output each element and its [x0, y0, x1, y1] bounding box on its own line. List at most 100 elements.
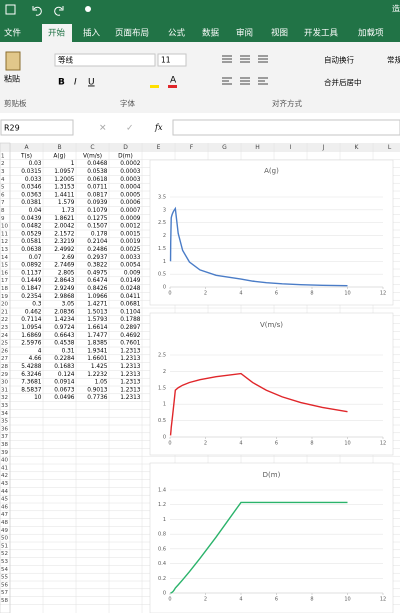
- ribbon-tab[interactable]: 文件: [4, 28, 22, 39]
- y-tick-label: 1.5: [158, 246, 166, 252]
- x-tick-label: 10: [344, 291, 350, 297]
- row-number: 47: [1, 512, 8, 518]
- ribbon-tab[interactable]: 视图: [271, 28, 288, 39]
- row-number: 39: [1, 450, 8, 456]
- font-size-box[interactable]: [157, 53, 187, 67]
- cell: 1.3153: [54, 185, 75, 191]
- cell: A(g): [53, 153, 65, 159]
- cell: 0.0892: [21, 263, 42, 269]
- row-number: 6: [1, 192, 5, 198]
- row-number: 9: [1, 216, 5, 222]
- x-tick-label: 2: [204, 291, 207, 297]
- x-tick-label: 4: [239, 441, 242, 447]
- row-number: 31: [1, 387, 8, 393]
- row-number: 46: [1, 504, 8, 510]
- cell: 2.9249: [54, 286, 75, 292]
- ribbon-tab[interactable]: 数据: [202, 28, 220, 39]
- cell: 5.4288: [21, 364, 42, 370]
- cell: 0.0248: [120, 286, 141, 292]
- cell: 1.2313: [120, 364, 141, 370]
- row-number: 35: [1, 419, 8, 425]
- cell: 2.9868: [54, 294, 75, 300]
- fx-button[interactable]: fx: [154, 123, 163, 132]
- undo-icon[interactable]: [32, 6, 42, 16]
- cell: V(m/s): [83, 153, 102, 159]
- cell: 0.0681: [120, 302, 141, 308]
- cell: 6.3246: [21, 372, 42, 378]
- row-number: 25: [1, 341, 8, 347]
- italic-button[interactable]: I: [74, 78, 77, 88]
- cell: 1.8621: [54, 216, 75, 222]
- cell: 10: [34, 395, 42, 401]
- cancel-icon[interactable]: ✕: [99, 124, 107, 134]
- cell: 0.0468: [87, 161, 108, 167]
- cell: 0.1788: [120, 317, 141, 323]
- font-size: 11: [161, 56, 171, 65]
- row-number: 15: [1, 263, 8, 269]
- x-tick-label: 6: [275, 597, 278, 603]
- align-icons[interactable]: [222, 55, 268, 85]
- ribbon-tab[interactable]: 开发工具: [304, 28, 339, 39]
- cell: 0.4538: [54, 341, 75, 347]
- font-color-button[interactable]: A: [170, 76, 177, 86]
- column-header: L: [388, 144, 392, 151]
- column-header: A: [24, 144, 29, 151]
- cell: 0.0939: [87, 200, 108, 206]
- row-number: 34: [1, 411, 8, 417]
- font-name-box[interactable]: [54, 53, 156, 67]
- underline-button[interactable]: U: [88, 78, 95, 88]
- cell: 1.73: [62, 208, 75, 214]
- enter-icon[interactable]: ✓: [126, 124, 134, 134]
- cell: 1.05: [95, 380, 108, 386]
- ribbon-tab[interactable]: 加载项: [358, 28, 384, 39]
- cell: 1.6614: [87, 325, 108, 331]
- column-header: E: [157, 144, 161, 151]
- font-color-bar[interactable]: [168, 85, 177, 88]
- formula-input[interactable]: [172, 119, 400, 136]
- y-tick-label: 1: [163, 517, 166, 523]
- row-number: 44: [1, 489, 8, 495]
- name-box[interactable]: [0, 119, 74, 136]
- ribbon-tab[interactable]: 插入: [83, 28, 101, 39]
- touch-icon[interactable]: [85, 6, 91, 12]
- cell: 0.07: [29, 255, 42, 261]
- cell: 2.805: [58, 270, 75, 276]
- cell: 0.009: [124, 270, 141, 276]
- row-number: 54: [1, 567, 8, 573]
- y-tick-label: 0.6: [158, 546, 166, 552]
- ribbon-tab[interactable]: 页面布局: [115, 28, 149, 39]
- ribbon-tab[interactable]: 公式: [168, 28, 186, 39]
- cell: 2.0836: [54, 309, 75, 315]
- bold-button[interactable]: B: [58, 78, 65, 88]
- save-icon[interactable]: [5, 4, 16, 15]
- cell: 1.4271: [87, 302, 108, 308]
- redo-icon[interactable]: [54, 6, 64, 16]
- cell: 0.0149: [120, 278, 141, 284]
- y-tick-label: 2: [163, 233, 166, 239]
- fill-color-bar[interactable]: [150, 85, 159, 88]
- cell: 2.4992: [54, 247, 75, 253]
- row-number: 2: [1, 161, 5, 167]
- row-header-column: [0, 142, 11, 613]
- row-number: 16: [1, 270, 8, 276]
- cell: 0.7736: [87, 395, 108, 401]
- cell: 1.8385: [87, 341, 108, 347]
- y-tick-label: 1.5: [158, 385, 166, 391]
- x-tick-label: 8: [310, 597, 313, 603]
- paste-icon[interactable]: [5, 51, 21, 71]
- number-format: 常规: [387, 55, 400, 65]
- cell: 2.8643: [54, 278, 75, 284]
- ribbon-tab[interactable]: 开始: [48, 28, 66, 39]
- row-number: 14: [1, 255, 8, 261]
- row-number: 55: [1, 575, 8, 581]
- cell: 0.1079: [87, 208, 108, 214]
- ribbon-tab[interactable]: 审阅: [236, 28, 253, 39]
- cell: 0.1847: [21, 286, 42, 292]
- cell: 2.1572: [54, 231, 75, 237]
- row-number: 8: [1, 208, 5, 214]
- column-header: F: [190, 144, 194, 151]
- row-number: 40: [1, 458, 8, 464]
- cell: 0.0025: [120, 247, 141, 253]
- row-number: 32: [1, 395, 8, 401]
